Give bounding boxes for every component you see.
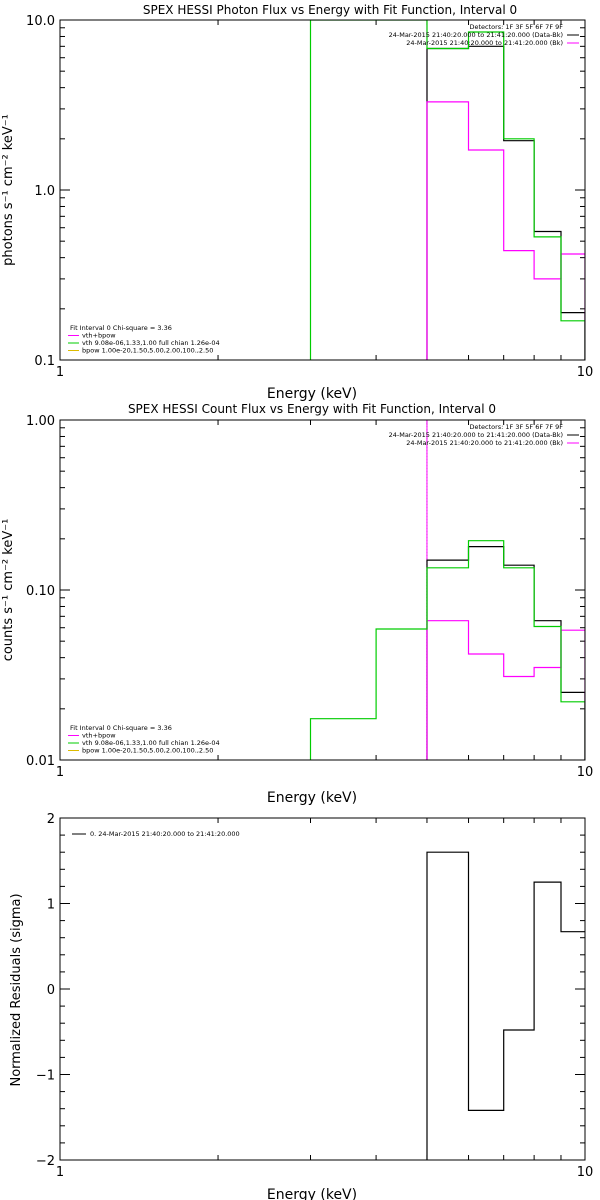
y-axis-label: counts s⁻¹ cm⁻² keV⁻¹ (1, 519, 16, 662)
plot-series-group (309, 20, 585, 360)
y-tick-label: 0 (47, 983, 55, 998)
x-tick-label: 1 (56, 1165, 64, 1180)
residuals-panel: Energy (keV) Normalized Residuals (sigma… (9, 812, 593, 1200)
legend-entry: 0. 24-Mar-2015 21:40:20.000 to 21:41:20.… (90, 830, 240, 838)
plot-series-group (309, 420, 585, 760)
x-axis-label: Energy (keV) (267, 790, 357, 806)
chart-title: SPEX HESSI Photon Flux vs Energy with Fi… (143, 3, 517, 17)
series-line (309, 540, 585, 760)
y-tick-label: 1.0 (34, 184, 55, 199)
legend-entry: 24-Mar-2015 21:40:20.000 to 21:41:20.000… (389, 31, 563, 39)
x-axis-label: Energy (keV) (267, 386, 357, 402)
legend-entry: Fit Interval 0 Chi-square = 3.36 (70, 724, 172, 732)
y-tick-label: 0.01 (26, 754, 55, 769)
plot-frame (59, 19, 586, 361)
count-flux-panel: SPEX HESSI Count Flux vs Energy with Fit… (1, 402, 593, 806)
y-tick-label: −1 (36, 1069, 55, 1084)
x-tick-label: 10 (577, 1165, 594, 1180)
legend-entry: 24-Mar-2015 21:40:20.000 to 21:41:20.000… (406, 439, 563, 447)
y-tick-label: 10.0 (26, 14, 55, 29)
legend-entry: vth+bpow (82, 332, 116, 340)
legend-entry: bpow 1.00e-20,1.50,5.00,2.00,100.,2.50 (82, 347, 213, 355)
legend-entry: vth 9.08e-06,1.33,1.00 full chian 1.26e-… (82, 339, 220, 347)
y-tick-label: 2 (47, 812, 55, 827)
y-axis-label: Normalized Residuals (sigma) (9, 893, 24, 1086)
legend-entry: vth+bpow (82, 732, 116, 740)
plot-series-group (426, 851, 585, 1160)
plot-area: 1 10 −2 −1 0 1 2 0. 24-Mar-2015 21:40:20.000 to… (36, 812, 593, 1180)
series-line (426, 851, 585, 1160)
y-tick-label: 1.00 (26, 414, 55, 429)
legend-entry: 24-Mar-2015 21:40:20.000 to 21:41:20.000… (389, 431, 563, 439)
y-tick-label: 0.1 (34, 354, 55, 369)
legend-entry: Detectors: 1F 3F 5F 6F 7F 9F (469, 423, 563, 431)
x-tick-label: 10 (577, 365, 594, 380)
x-tick-label: 1 (56, 765, 64, 780)
plot-frame (59, 419, 586, 761)
series-line (426, 546, 585, 760)
legend-entry: vth 9.08e-06,1.33,1.00 full chian 1.26e-… (82, 739, 220, 747)
y-tick-label: 0.10 (26, 584, 55, 599)
y-tick-label: −2 (36, 1154, 55, 1169)
x-tick-label: 1 (56, 365, 64, 380)
legend-entry: 24-Mar-2015 21:40:20.000 to 21:41:20.000… (406, 39, 563, 47)
photon-flux-panel: SPEX HESSI Photon Flux vs Energy with Fi… (1, 3, 593, 402)
plot-area: 1 10 0.01 0.10 1.00 Detectors: 1F 3F 5F 6F 7F… (26, 414, 593, 780)
x-axis-label: Energy (keV) (267, 1187, 357, 1200)
x-tick-label: 10 (577, 765, 594, 780)
legend-entry: Fit Interval 0 Chi-square = 3.36 (70, 324, 172, 332)
series-line (309, 20, 585, 360)
series-line (426, 620, 585, 760)
y-tick-label: 1 (47, 898, 55, 913)
series-line (426, 101, 585, 360)
plot-frame (59, 817, 586, 1161)
chart-title: SPEX HESSI Count Flux vs Energy with Fit… (128, 402, 496, 416)
legend-entry: Detectors: 1F 3F 5F 6F 7F 9F (469, 23, 563, 31)
legend-entry: bpow 1.00e-20,1.50,5.00,2.00,100.,2.50 (82, 747, 213, 755)
y-axis-label: photons s⁻¹ cm⁻² keV⁻¹ (1, 114, 16, 266)
plot-area: 1 10 0.1 1.0 10.0 Detectors: 1F 3F 5F 6F 7F 9… (26, 14, 593, 380)
